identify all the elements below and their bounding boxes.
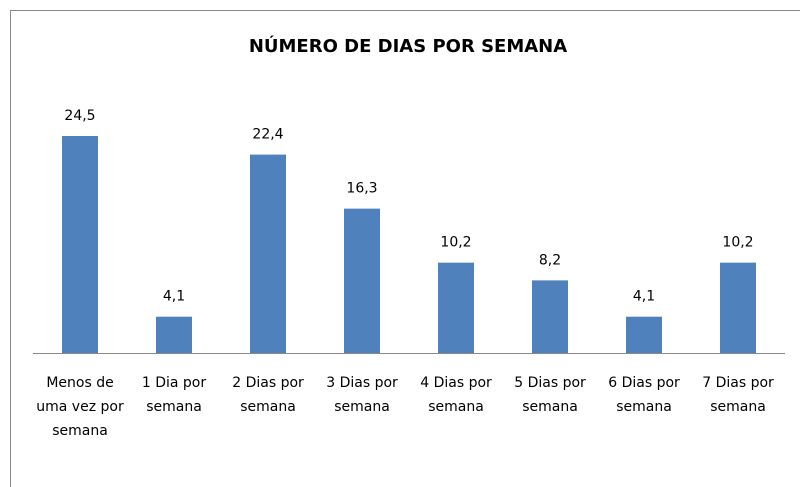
bar	[344, 208, 380, 353]
x-tick-label: 5 Dias por semana	[514, 375, 586, 415]
bar	[250, 154, 286, 353]
chart-title: NÚMERO DE DIAS POR SEMANA	[249, 35, 567, 57]
bar	[438, 262, 474, 353]
bar	[532, 280, 568, 353]
data-label: 10,2	[722, 235, 753, 251]
bar	[626, 316, 662, 353]
x-tick-label: 6 Dias por semana	[608, 375, 680, 415]
data-label: 8,2	[539, 252, 561, 268]
data-label: 24,5	[64, 108, 95, 124]
data-label: 4,1	[633, 289, 655, 305]
x-tick-label: 3 Dias por semana	[326, 375, 398, 415]
bar	[156, 316, 192, 353]
bar	[720, 262, 756, 353]
data-label: 10,2	[440, 235, 471, 251]
data-label: 22,4	[252, 127, 283, 143]
x-tick-label: 2 Dias por semana	[232, 375, 304, 415]
x-tick-label: 7 Dias por semana	[702, 375, 774, 415]
x-tick-label: 4 Dias por semana	[420, 375, 492, 415]
x-tick-label: Menos de uma vez por semana	[36, 375, 124, 439]
data-label: 4,1	[163, 289, 185, 305]
chart-border	[10, 10, 800, 487]
data-label: 16,3	[346, 181, 377, 197]
x-tick-label: 1 Dia por semana	[141, 375, 207, 415]
bar	[62, 136, 98, 353]
